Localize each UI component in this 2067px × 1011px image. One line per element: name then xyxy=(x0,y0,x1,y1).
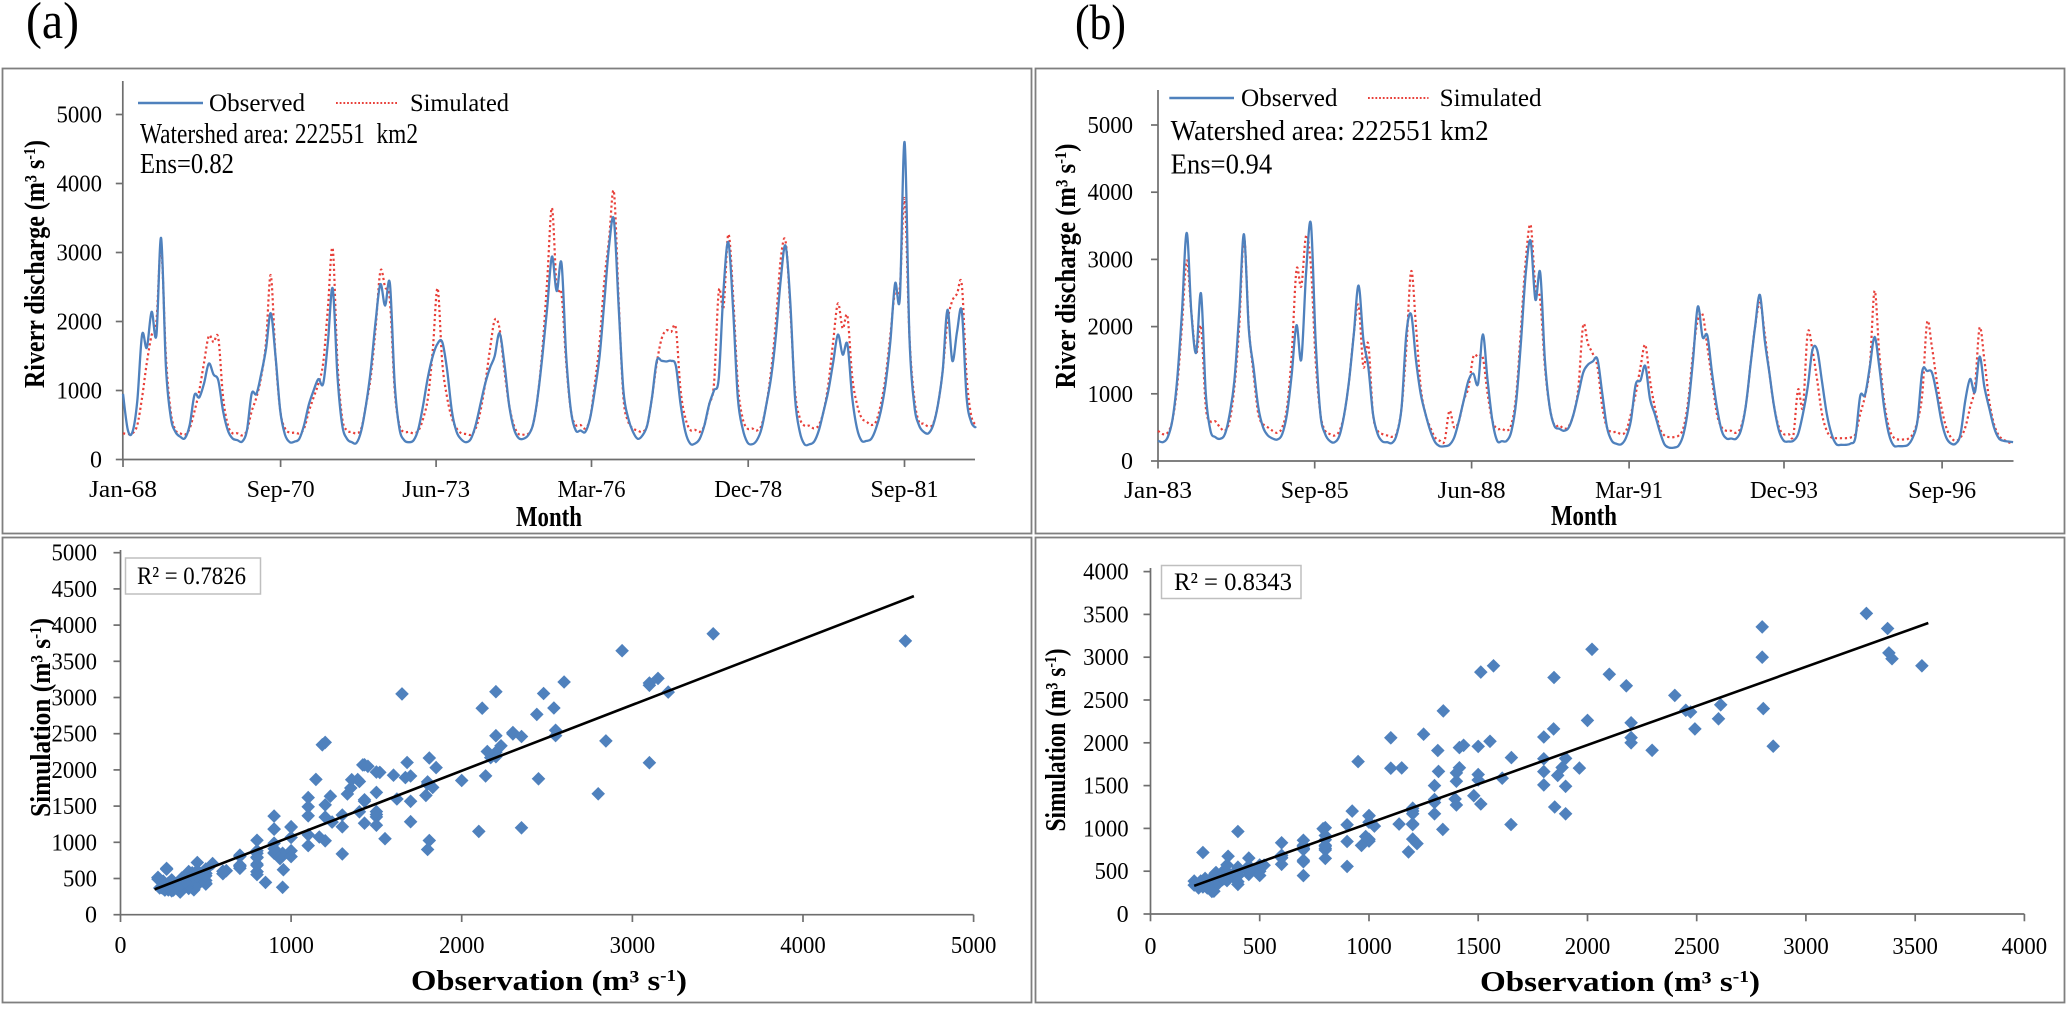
svg-text:2500: 2500 xyxy=(1083,688,1129,714)
svg-text:1000: 1000 xyxy=(1088,382,1134,408)
svg-text:Mar-91: Mar-91 xyxy=(1595,478,1663,504)
svg-text:1500: 1500 xyxy=(1083,774,1129,800)
svg-text:Simulation (m³ s-1): Simulation (m³ s-1) xyxy=(25,618,57,817)
svg-text:1000: 1000 xyxy=(57,379,103,405)
svg-text:3000: 3000 xyxy=(1083,645,1129,671)
svg-text:3500: 3500 xyxy=(1083,602,1129,628)
svg-text:Month: Month xyxy=(1551,500,1617,532)
svg-text:0: 0 xyxy=(1145,934,1157,960)
svg-text:Jan-83: Jan-83 xyxy=(1124,478,1192,504)
svg-text:5000: 5000 xyxy=(57,103,103,129)
svg-text:Riverr discharge (m³ s-1): Riverr discharge (m³ s-1) xyxy=(19,140,51,388)
svg-text:Simulation (m³ s-1): Simulation (m³ s-1) xyxy=(1040,649,1072,832)
svg-text:3000: 3000 xyxy=(610,933,656,959)
svg-text:Jun-88: Jun-88 xyxy=(1438,478,1506,504)
svg-text:Watershed area: 222551 km2: Watershed area: 222551 km2 xyxy=(140,118,418,150)
svg-text:0: 0 xyxy=(1117,902,1129,928)
svg-text:3000: 3000 xyxy=(57,241,103,267)
svg-text:3000: 3000 xyxy=(1088,247,1134,273)
svg-text:Dec-93: Dec-93 xyxy=(1750,478,1818,504)
svg-text:0: 0 xyxy=(90,448,102,474)
svg-text:1500: 1500 xyxy=(1455,934,1501,960)
svg-text:Mar-76: Mar-76 xyxy=(558,477,626,503)
svg-text:Simulated: Simulated xyxy=(1440,85,1542,112)
svg-text:0: 0 xyxy=(115,933,127,959)
svg-text:Observation (m³ s-1): Observation (m³ s -1) xyxy=(1480,966,1760,998)
svg-text:Dec-78: Dec-78 xyxy=(714,477,782,503)
svg-text:(b): (b) xyxy=(1075,0,1126,50)
svg-text:5000: 5000 xyxy=(951,933,997,959)
svg-text:1000: 1000 xyxy=(1083,816,1129,842)
svg-text:Jun-73: Jun-73 xyxy=(402,477,470,503)
svg-text:0: 0 xyxy=(1121,449,1133,475)
svg-text:2500: 2500 xyxy=(52,722,98,748)
svg-text:Watershed area: 222551 km2: Watershed area: 222551 km2 xyxy=(1171,115,1489,147)
svg-text:5000: 5000 xyxy=(52,541,98,567)
svg-text:500: 500 xyxy=(1095,859,1129,885)
svg-text:Observation (m³ s-1): Observation (m³ s -1) xyxy=(411,965,687,997)
svg-text:Sep-85: Sep-85 xyxy=(1281,478,1349,504)
svg-text:(a): (a) xyxy=(26,0,79,50)
svg-text:2000: 2000 xyxy=(52,758,98,784)
svg-text:Month: Month xyxy=(516,501,582,533)
svg-text:3500: 3500 xyxy=(52,649,98,675)
svg-text:1000: 1000 xyxy=(52,830,98,856)
svg-text:1000: 1000 xyxy=(1346,934,1392,960)
svg-text:Observed: Observed xyxy=(1241,85,1338,112)
svg-text:R² = 0.7826: R² = 0.7826 xyxy=(137,563,246,590)
svg-text:3500: 3500 xyxy=(1892,934,1938,960)
svg-text:2000: 2000 xyxy=(1565,934,1611,960)
svg-text:Sep-81: Sep-81 xyxy=(871,477,939,503)
svg-text:0: 0 xyxy=(85,903,97,929)
svg-text:2500: 2500 xyxy=(1674,934,1720,960)
svg-text:4000: 4000 xyxy=(780,933,826,959)
svg-text:3000: 3000 xyxy=(52,686,98,712)
svg-text:2000: 2000 xyxy=(1088,315,1134,341)
svg-text:4000: 4000 xyxy=(1083,560,1129,586)
svg-text:Sep-70: Sep-70 xyxy=(247,477,315,503)
svg-text:2000: 2000 xyxy=(1083,731,1129,757)
svg-text:1000: 1000 xyxy=(268,933,314,959)
svg-text:4000: 4000 xyxy=(1088,180,1134,206)
svg-text:Ens=0.82: Ens=0.82 xyxy=(140,148,234,180)
svg-text:River discharge (m³ s-1): River discharge (m³ s-1) xyxy=(1050,144,1082,389)
svg-text:2000: 2000 xyxy=(439,933,485,959)
svg-text:4500: 4500 xyxy=(52,577,98,603)
svg-text:Simulated: Simulated xyxy=(410,90,509,117)
svg-text:2000: 2000 xyxy=(57,310,103,336)
svg-text:5000: 5000 xyxy=(1088,113,1134,139)
svg-text:Jan-68: Jan-68 xyxy=(89,477,157,503)
svg-text:Observed: Observed xyxy=(209,90,305,117)
svg-text:R² = 0.8343: R² = 0.8343 xyxy=(1174,569,1292,596)
svg-text:4000: 4000 xyxy=(57,172,103,198)
svg-text:Ens=0.94: Ens=0.94 xyxy=(1171,149,1273,181)
svg-text:Sep-96: Sep-96 xyxy=(1908,478,1976,504)
svg-text:1500: 1500 xyxy=(52,794,98,820)
svg-text:500: 500 xyxy=(63,867,97,893)
svg-text:4000: 4000 xyxy=(2002,934,2048,960)
svg-text:4000: 4000 xyxy=(52,613,98,639)
svg-text:3000: 3000 xyxy=(1783,934,1829,960)
svg-text:500: 500 xyxy=(1243,934,1277,960)
